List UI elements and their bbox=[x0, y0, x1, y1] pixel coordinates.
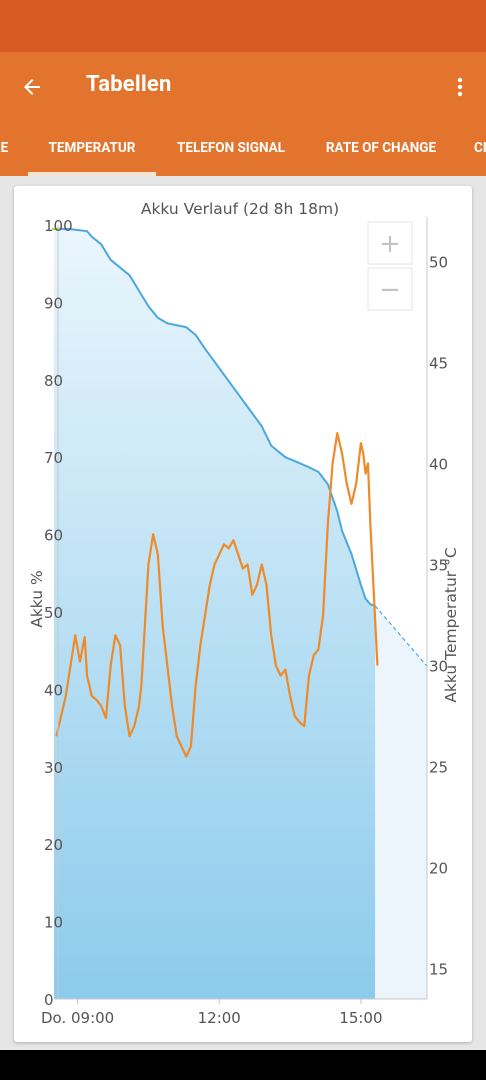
chart-card: 0 10 20 30 40 50 60 70 80 90 100 15 20 25 30 35 40 45 50 Do… bbox=[14, 186, 472, 1042]
tab-charging[interactable]: CH bbox=[474, 140, 486, 156]
battery-line bbox=[54, 227, 376, 607]
more-vert-icon bbox=[457, 77, 463, 97]
tab-rate-of-change[interactable]: RATE OF CHANGE bbox=[325, 140, 437, 156]
tab-akku[interactable]: RE bbox=[0, 140, 9, 156]
right-axis-tick-45: 45 bbox=[429, 354, 448, 372]
tab-telefon-signal[interactable]: TELEFON SIGNAL bbox=[177, 140, 285, 156]
x-axis-tick-1: 12:00 bbox=[198, 1009, 241, 1027]
overflow-menu-button[interactable] bbox=[442, 65, 478, 109]
right-axis-label: Akku Temperatur °C bbox=[442, 547, 460, 702]
back-button[interactable] bbox=[10, 65, 54, 109]
right-axis-tick-25: 25 bbox=[429, 759, 448, 777]
left-axis-tick-40: 40 bbox=[44, 681, 63, 699]
battery-forecast-line bbox=[374, 605, 428, 667]
left-axis-tick-50: 50 bbox=[44, 604, 63, 622]
battery-area bbox=[54, 228, 376, 999]
zoom-in-button[interactable]: + bbox=[367, 221, 413, 265]
left-axis-tick-90: 90 bbox=[44, 294, 63, 312]
zoom-out-button[interactable]: − bbox=[367, 267, 413, 311]
right-axis-tick-40: 40 bbox=[429, 455, 448, 473]
x-axis-tick-0: Do. 09:00 bbox=[41, 1009, 114, 1027]
left-axis-tick-100: 100 bbox=[44, 217, 73, 235]
temperature-line bbox=[55, 432, 379, 758]
arrow-left-icon bbox=[24, 79, 40, 95]
left-axis-tick-70: 70 bbox=[44, 449, 63, 467]
left-axis-tick-10: 10 bbox=[44, 914, 63, 932]
zoom-in-label: + bbox=[379, 229, 401, 259]
left-axis-tick-80: 80 bbox=[44, 372, 63, 390]
right-axis-tick-15: 15 bbox=[429, 961, 448, 979]
battery-temperature-chart[interactable]: 0 10 20 30 40 50 60 70 80 90 100 15 20 25 30 35 40 45 50 Do… bbox=[14, 186, 472, 1042]
left-axis-tick-20: 20 bbox=[44, 836, 63, 854]
zoom-out-label: − bbox=[379, 275, 401, 305]
left-axis-tick-0: 0 bbox=[44, 991, 54, 1009]
left-axis-tick-60: 60 bbox=[44, 527, 63, 545]
tab-bar: RE TEMPERATUR TELEFON SIGNAL RATE OF CHA… bbox=[0, 122, 486, 176]
left-axis-tick-30: 30 bbox=[44, 759, 63, 777]
navigation-bar bbox=[0, 1050, 486, 1080]
left-axis-label: Akku % bbox=[28, 570, 46, 628]
status-bar bbox=[0, 0, 486, 52]
tab-temperatur[interactable]: TEMPERATUR bbox=[48, 140, 136, 156]
battery-forecast-area bbox=[375, 605, 427, 999]
chart-title: Akku Verlauf (2d 8h 18m) bbox=[141, 200, 339, 218]
right-axis-tick-50: 50 bbox=[429, 253, 448, 271]
right-axis-tick-20: 20 bbox=[429, 860, 448, 878]
app-bar: Tabellen bbox=[0, 52, 486, 122]
page-title: Tabellen bbox=[86, 72, 172, 97]
right-axis-tick-35: 35 bbox=[429, 557, 448, 575]
right-axis-tick-30: 30 bbox=[429, 658, 448, 676]
x-axis-tick-2: 15:00 bbox=[339, 1009, 382, 1027]
tab-indicator bbox=[28, 172, 156, 176]
